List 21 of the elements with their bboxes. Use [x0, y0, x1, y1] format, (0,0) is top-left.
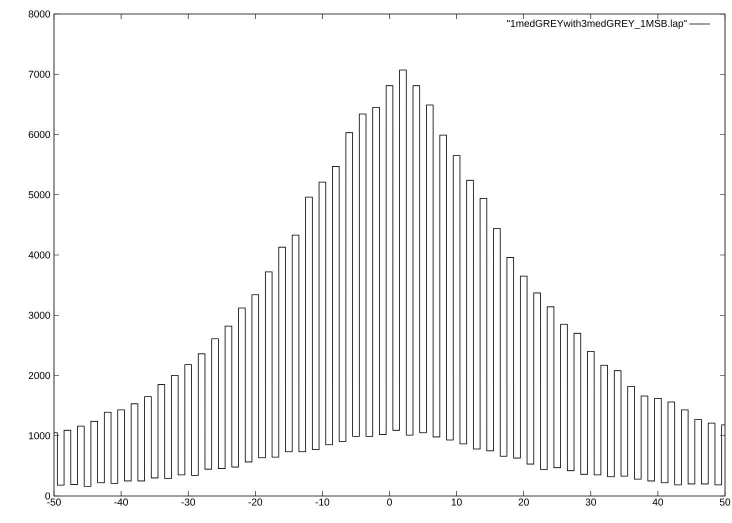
y-tick-label: 1000: [28, 432, 50, 440]
y-tick-label: 2000: [28, 372, 50, 380]
x-tick-label: 0: [387, 498, 392, 506]
x-tick-label: 10: [452, 498, 462, 506]
y-tick-label: 3000: [28, 312, 50, 319]
x-tick-label: 40: [652, 498, 664, 506]
legend-label: "1medGREYwith3medGREY_1MSB.lap": [507, 20, 687, 29]
x-tick-label: 20: [518, 498, 529, 506]
x-tick-label: -30: [181, 498, 196, 506]
x-tick-label: -10: [316, 498, 330, 506]
y-tick-label: 0: [45, 492, 50, 500]
y-tick-label: 8000: [28, 10, 50, 18]
x-tick-label: -20: [248, 498, 262, 506]
y-tick-label: 5000: [28, 191, 50, 198]
y-tick-label: 7000: [28, 70, 50, 78]
x-tick-label: 50: [720, 498, 730, 506]
x-tick-label: 30: [586, 498, 596, 506]
x-tick-label: -40: [114, 498, 128, 506]
x-tick-label: -50: [47, 498, 61, 506]
y-tick-label: 4000: [28, 251, 50, 259]
y-tick-label: 6000: [28, 130, 50, 138]
